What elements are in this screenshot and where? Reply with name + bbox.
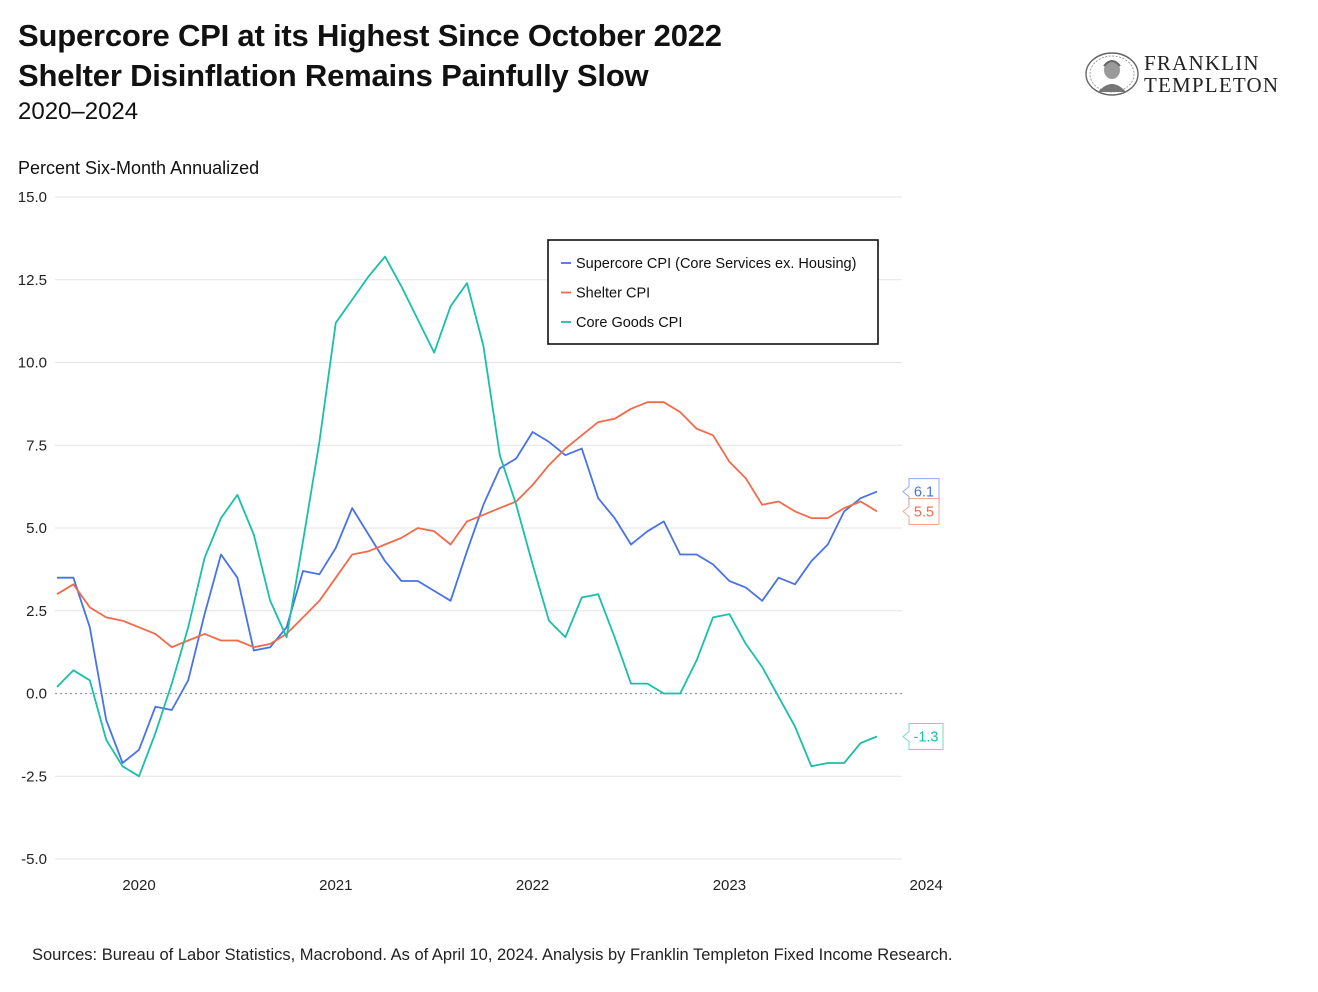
chart-title-line1: Supercore CPI at its Highest Since Octob… <box>18 18 722 53</box>
end-label-box <box>902 497 940 525</box>
y-tick-label: -2.5 <box>21 768 47 785</box>
y-tick-label: 5.0 <box>26 520 47 537</box>
series-line <box>56 401 878 649</box>
x-tick-label: 2024 <box>910 877 943 894</box>
logo-wordmark: FRANKLIN TEMPLETON <box>1144 52 1279 96</box>
y-tick-label: 15.0 <box>18 189 47 206</box>
logo-line1: FRANKLIN <box>1144 51 1260 75</box>
x-tick-label: 2021 <box>319 877 352 894</box>
series-lines <box>56 255 878 778</box>
chart-subtitle: 2020–2024 <box>18 98 139 125</box>
end-label: 5.5 <box>914 504 934 520</box>
legend-label: Core Goods CPI <box>576 315 682 331</box>
y-tick-label: 12.5 <box>18 272 47 289</box>
y-tick-label: 2.5 <box>26 603 47 620</box>
legend-box <box>547 239 879 345</box>
franklin-templeton-logo: FRANKLIN TEMPLETON <box>1084 52 1296 98</box>
y-tick-label: 10.0 <box>18 355 47 372</box>
y-tick-label: -5.0 <box>21 851 47 868</box>
franklin-portrait-icon <box>1085 52 1139 96</box>
x-tick-label: 2022 <box>516 877 549 894</box>
series-line <box>57 431 878 764</box>
source-note: Sources: Bureau of Labor Statistics, Mac… <box>32 946 953 964</box>
y-tick-label: 7.5 <box>26 437 47 454</box>
series-line <box>56 255 878 778</box>
chart-header: Supercore CPI at its Highest Since Octob… <box>18 16 722 128</box>
end-label: -1.3 <box>914 730 939 746</box>
x-axis-ticks: 2020 2021 2022 2023 2024 <box>122 877 943 894</box>
legend-label: Supercore CPI (Core Services ex. Housing… <box>576 256 856 272</box>
y-tick-label: 0.0 <box>26 686 47 703</box>
logo-line2: TEMPLETON <box>1144 73 1280 97</box>
end-label: 6.1 <box>914 485 934 501</box>
end-value-labels: 6.1 5.5 -1.3 <box>902 478 944 751</box>
x-tick-label: 2020 <box>122 877 155 894</box>
y-axis-ticks: 15.0 12.5 10.0 7.5 5.0 2.5 0.0 -2.5 -5.0 <box>18 189 47 868</box>
legend-label: Shelter CPI <box>576 286 650 302</box>
y-axis-units-label: Percent Six-Month Annualized <box>18 158 260 178</box>
chart-title-line2: Shelter Disinflation Remains Painfully S… <box>18 58 649 93</box>
legend: Supercore CPI (Core Services ex. Housing… <box>547 239 879 345</box>
end-label-box <box>902 723 944 751</box>
x-tick-label: 2023 <box>713 877 746 894</box>
line-chart: 15.012.510.07.55.02.50.0-2.5-5.0 2020 202… <box>18 189 944 894</box>
